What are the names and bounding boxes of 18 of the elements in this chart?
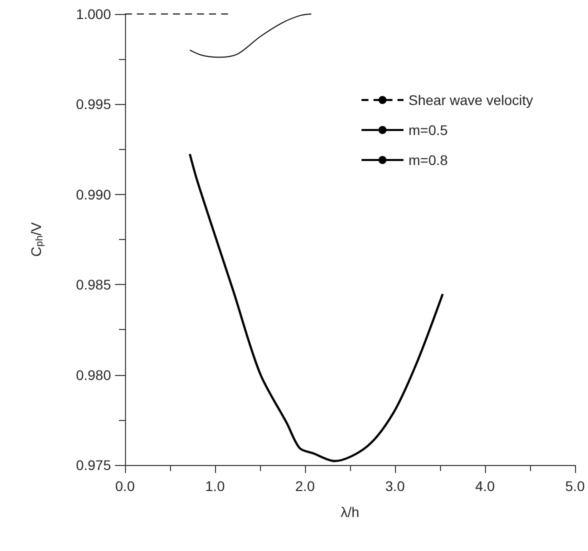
y-tick-label: 0.985 xyxy=(76,276,112,293)
legend-label: m=0.8 xyxy=(408,152,448,168)
x-axis-title: λ/h xyxy=(340,504,360,520)
x-tick-label: 2.0 xyxy=(295,478,315,494)
x-tick-label: 1.0 xyxy=(205,478,225,494)
legend-label: m=0.5 xyxy=(408,122,448,138)
y-axis-title: Cph/V xyxy=(28,222,46,257)
y-tick-label: 0.990 xyxy=(76,186,112,202)
y-tick-label: 0.980 xyxy=(76,366,112,383)
line-series xyxy=(189,14,312,58)
x-tick-label: 0.0 xyxy=(115,478,135,494)
legend-label: Shear wave velocity xyxy=(408,92,534,108)
y-tick-label: 0.995 xyxy=(76,96,112,112)
x-tick-label: 4.0 xyxy=(475,478,495,494)
y-tick-label: 1.000 xyxy=(76,6,112,22)
x-tick-label: 3.0 xyxy=(385,478,405,494)
y-tick-label: 0.975 xyxy=(76,457,112,473)
x-tick-label: 5.0 xyxy=(565,478,585,494)
